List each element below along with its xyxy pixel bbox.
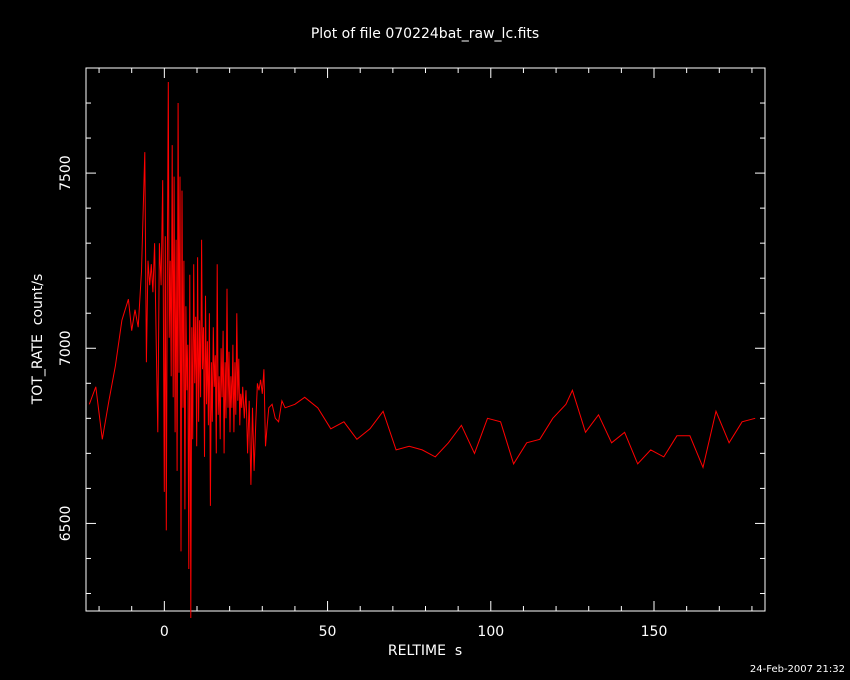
axis-ticks [86,67,765,611]
x-tick-label: 0 [160,624,169,640]
x-tick-label: 50 [319,624,337,640]
y-tick-label: 7500 [58,155,74,191]
plot-frame [85,67,766,612]
x-axis-label: RELTIME s [388,643,462,659]
tot-rate-series-line [88,81,756,619]
y-tick-label: 7000 [58,330,74,366]
y-tick-label: 6500 [58,506,74,542]
y-axis-label: TOT_RATE count/s [30,274,46,406]
chart-title: Plot of file 070224bat_raw_lc.fits [311,26,539,42]
plot-timestamp: 24-Feb-2007 21:32 [750,664,845,675]
x-tick-label: 100 [477,624,504,640]
y-tick-labels: 6500 7000 7500 [58,155,74,541]
x-tick-labels: 0 50 100 150 [160,624,667,640]
x-tick-label: 150 [641,624,668,640]
